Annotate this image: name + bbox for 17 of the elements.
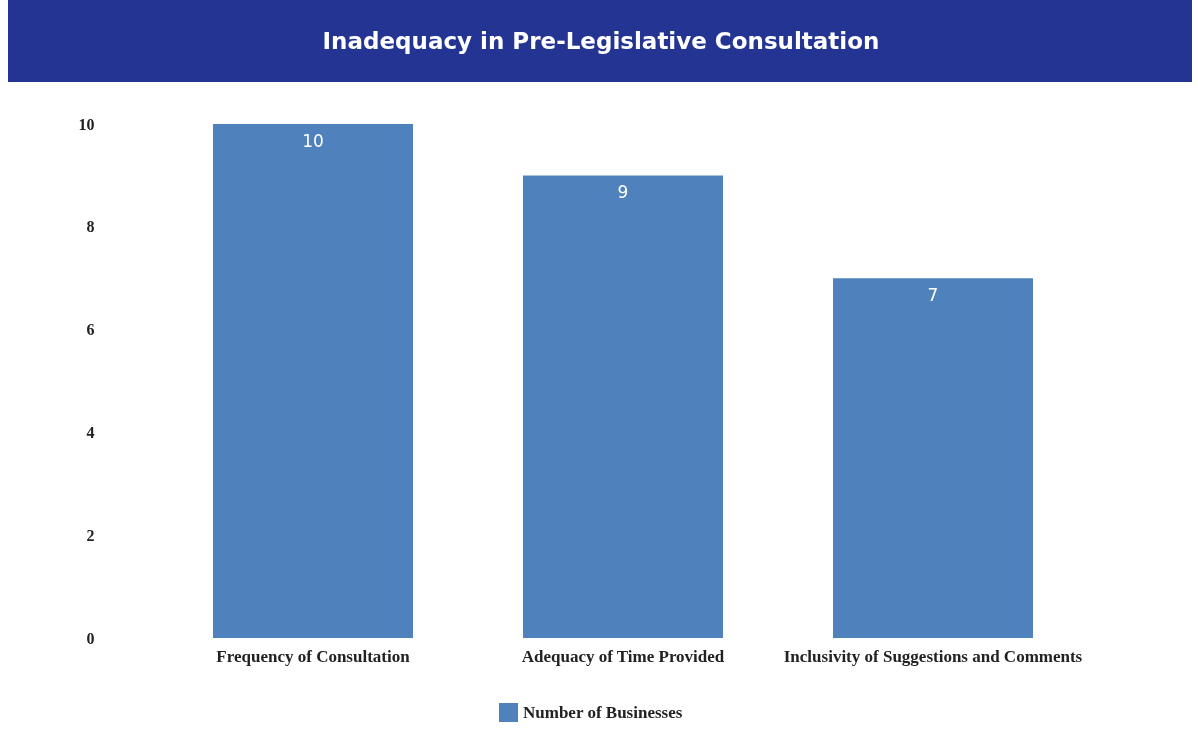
legend-label: Number of Businesses — [523, 702, 683, 722]
x-tick-label: Inclusivity of Suggestions and Comments — [783, 646, 1083, 666]
chart-title: Inadequacy in Pre-Legislative Consultation — [10, 0, 1192, 82]
bar — [523, 175, 723, 638]
bar — [213, 124, 413, 638]
y-tick-label: 0 — [86, 629, 95, 647]
y-tick-label: 10 — [78, 115, 95, 133]
data-label: 10 — [302, 131, 324, 151]
y-tick-label: 6 — [86, 321, 95, 339]
bar — [833, 278, 1033, 638]
y-tick-label: 2 — [86, 526, 95, 544]
x-tick-label: Adequacy of Time Provided — [521, 646, 725, 666]
data-label: 9 — [617, 182, 629, 203]
x-tick-label: Frequency of Consultation — [216, 646, 411, 666]
data-label: 7 — [927, 285, 939, 306]
y-tick-label: 8 — [86, 218, 95, 236]
y-tick-label: 4 — [86, 423, 95, 441]
